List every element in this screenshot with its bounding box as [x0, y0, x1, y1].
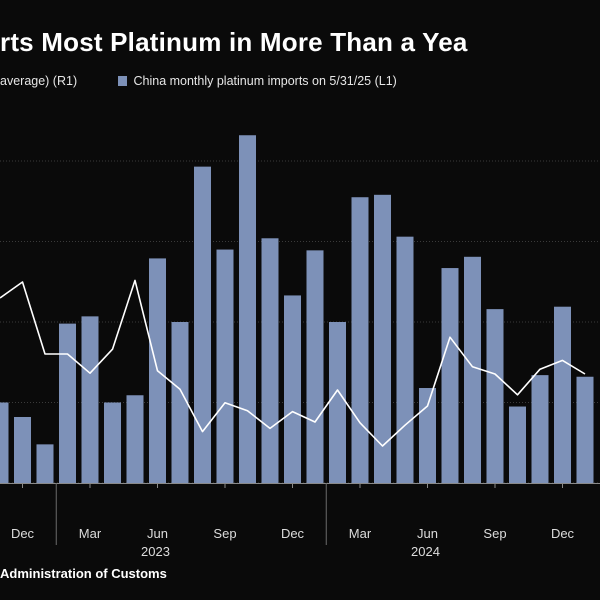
bar	[531, 375, 549, 483]
bar	[81, 316, 99, 483]
bar	[104, 402, 121, 483]
x-tick-label: Jun	[147, 526, 168, 541]
x-tick-label: Mar	[349, 526, 372, 541]
bar	[486, 309, 504, 483]
x-tick-label: Jun	[417, 526, 438, 541]
bar	[14, 416, 31, 483]
bar	[509, 406, 526, 483]
x-tick-label: Dec	[281, 526, 305, 541]
bar	[171, 322, 189, 483]
bar	[419, 388, 436, 483]
source-note: Administration of Customs	[0, 566, 167, 581]
legend-line-entry: average) (R1)	[0, 74, 77, 88]
bar	[329, 322, 346, 483]
chart-title: rts Most Platinum in More Than a Yea	[0, 27, 468, 57]
bar	[261, 238, 279, 483]
bar	[239, 135, 256, 484]
legend-bar-swatch	[118, 76, 127, 86]
bar	[126, 395, 144, 483]
x-tick-label: Dec	[551, 526, 575, 541]
bar	[554, 306, 571, 483]
bar	[36, 444, 54, 483]
bar	[0, 402, 9, 483]
bar	[306, 250, 324, 483]
bar	[194, 166, 211, 483]
bar	[374, 194, 391, 483]
bar	[284, 295, 301, 483]
bar	[441, 268, 459, 483]
bar	[396, 236, 414, 483]
bar	[464, 256, 481, 483]
bar	[216, 249, 234, 483]
legend-line-label: average) (R1)	[0, 74, 78, 88]
bar	[576, 376, 594, 483]
bar	[351, 197, 369, 483]
series-line	[0, 279, 586, 447]
x-tick-label: Sep	[213, 526, 236, 541]
x-tick-label: Mar	[79, 526, 102, 541]
x-group-label: 2023	[141, 544, 170, 559]
legend-bar-label: China monthly platinum imports on 5/31/2…	[133, 74, 397, 88]
x-tick-label: Dec	[11, 526, 35, 541]
x-group-label: 2024	[411, 544, 440, 559]
x-tick-label: Sep	[483, 526, 506, 541]
legend-bar-entry: China monthly platinum imports on 5/31/2…	[118, 74, 397, 88]
bar	[59, 323, 76, 483]
